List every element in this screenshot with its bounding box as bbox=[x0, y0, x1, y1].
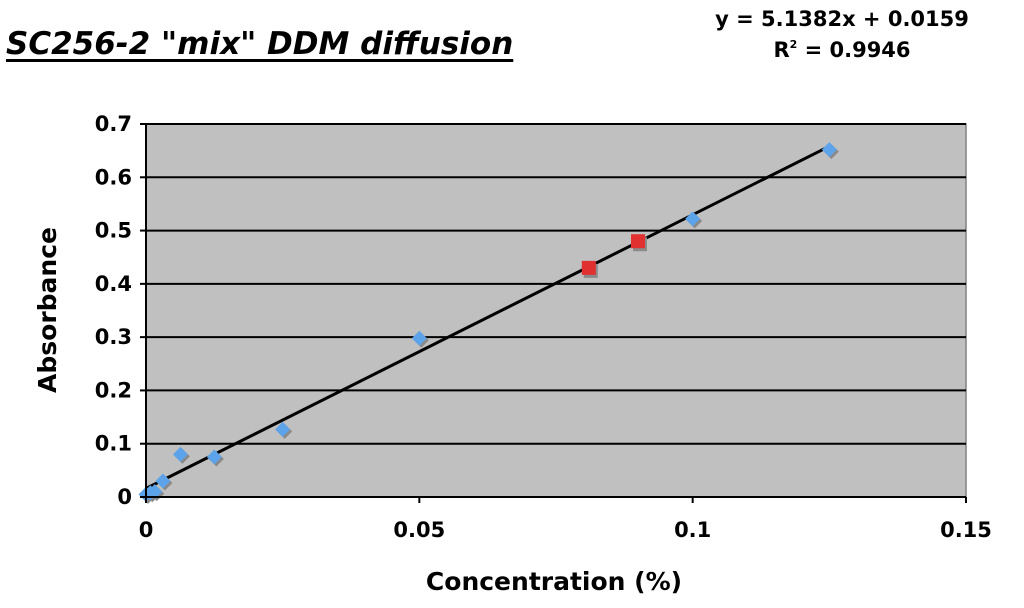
r-squared-value: = 0.9946 bbox=[797, 38, 911, 62]
axis-group bbox=[140, 123, 967, 503]
tick-label-group: 0 0.1 0.2 0.3 0.4 0.5 0.6 0.7 0 0.05 0.1 0.15 bbox=[95, 112, 992, 542]
r-squared-superscript: 2 bbox=[789, 38, 798, 51]
x-tick-label-0.15: 0.15 bbox=[940, 518, 992, 542]
data-point-diamond-6 bbox=[275, 421, 291, 437]
y-axis-title: Absorbance bbox=[33, 227, 62, 393]
data-point-diamond-5 bbox=[206, 449, 222, 465]
trendline-equation-box: y = 5.1382x + 0.0159 R2 = 0.9946 bbox=[660, 4, 1024, 66]
x-tick-label-0.05: 0.05 bbox=[393, 518, 445, 542]
x-axis-title: Concentration (%) bbox=[426, 567, 682, 596]
data-point-square-1 bbox=[631, 234, 645, 249]
data-point-diamond-8 bbox=[685, 211, 701, 227]
r-squared-r: R bbox=[773, 38, 790, 62]
y-tick-label-0: 0 bbox=[117, 485, 132, 509]
data-point-diamond-9 bbox=[821, 142, 837, 158]
r-squared-label: R2 = 0.9946 bbox=[660, 35, 1024, 66]
chart-title: SC256-2 "mix" DDM diffusion bbox=[6, 26, 514, 62]
plot-area-group bbox=[145, 123, 967, 498]
x-tick-label-0.1: 0.1 bbox=[674, 518, 711, 542]
plot-area bbox=[145, 123, 967, 498]
data-point-diamond-7 bbox=[411, 330, 427, 346]
y-tick-label-0.5: 0.5 bbox=[95, 219, 132, 243]
data-point-diamond-4 bbox=[172, 446, 188, 462]
trendline bbox=[145, 144, 831, 490]
data-point-diamond-2 bbox=[147, 484, 163, 500]
y-tick-label-0.6: 0.6 bbox=[95, 165, 132, 189]
data-point-square-0 bbox=[581, 260, 596, 275]
trendline-group bbox=[145, 144, 831, 490]
data-point-diamond-3 bbox=[155, 473, 171, 489]
trendline-equation: y = 5.1382x + 0.0159 bbox=[715, 7, 969, 31]
y-tick-label-0.2: 0.2 bbox=[95, 378, 132, 402]
y-tick-label-0.7: 0.7 bbox=[95, 112, 132, 136]
y-tick-label-0.1: 0.1 bbox=[95, 432, 132, 456]
gridline-group bbox=[146, 123, 966, 445]
x-tick-label-0: 0 bbox=[139, 518, 154, 542]
y-tick-label-0.3: 0.3 bbox=[95, 325, 132, 349]
y-tick-label-0.4: 0.4 bbox=[95, 272, 132, 296]
